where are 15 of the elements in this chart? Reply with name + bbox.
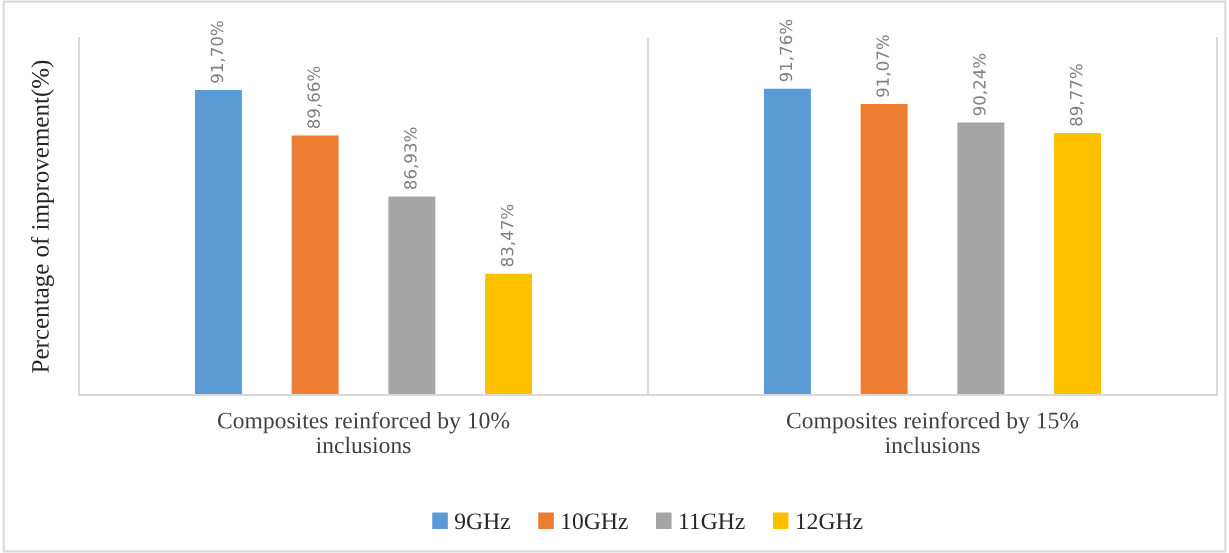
data-label: 90,24% — [973, 53, 988, 116]
y-axis-title: Percentage of improvement(%) — [30, 60, 54, 373]
legend-label: 12GHz — [796, 513, 863, 530]
x-tick-label: Composites reinforced by 15% inclusions — [786, 411, 1079, 454]
data-label: 86,93% — [404, 127, 419, 190]
x-tick-label: Composites reinforced by 10% inclusions — [217, 411, 510, 454]
data-label: 89,77% — [1069, 64, 1085, 126]
data-label: 91,76% — [779, 19, 794, 82]
legend-label: 9GHz — [454, 513, 510, 530]
legend-label: 10GHz — [562, 513, 628, 530]
data-label: 91,07% — [876, 35, 891, 97]
data-label: 91,70% — [210, 21, 225, 83]
data-label: 89,66% — [307, 66, 322, 129]
legend-label: 11GHz — [680, 513, 745, 530]
data-label: 83,47% — [500, 204, 516, 267]
